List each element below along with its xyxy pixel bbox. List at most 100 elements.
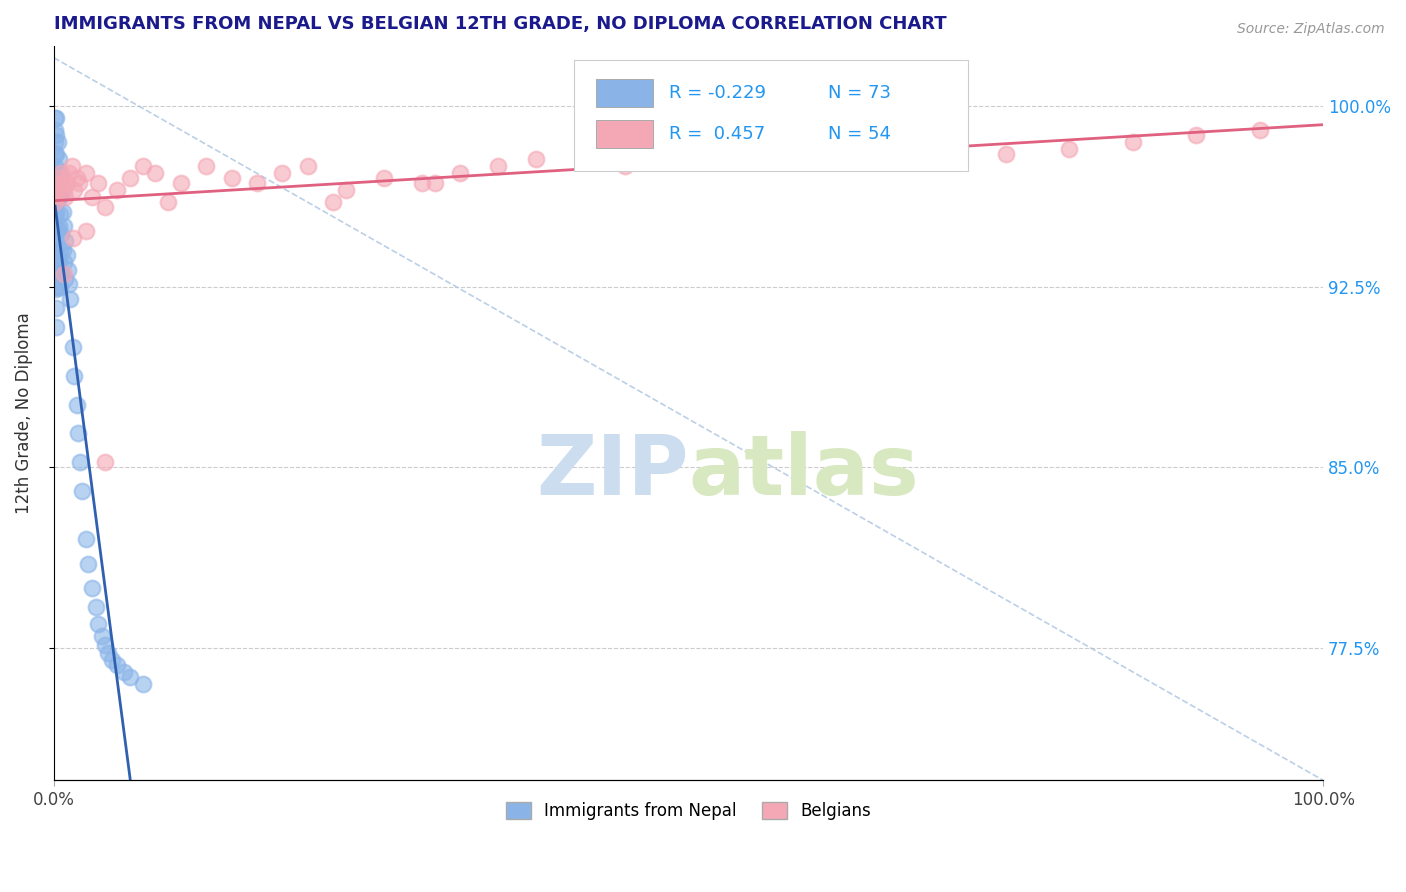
Point — [44, 183, 66, 197]
Point — [63, 368, 86, 383]
Point — [58, 166, 80, 180]
Point — [45, 166, 67, 180]
Point — [70, 484, 93, 499]
Point — [77, 557, 100, 571]
Point — [44, 207, 66, 221]
Point — [195, 159, 218, 173]
Point — [118, 171, 141, 186]
Point — [44, 123, 66, 137]
Point — [1122, 135, 1144, 149]
Point — [48, 178, 70, 193]
Point — [46, 164, 69, 178]
Point — [62, 231, 84, 245]
Legend: Immigrants from Nepal, Belgians: Immigrants from Nepal, Belgians — [499, 796, 877, 827]
FancyBboxPatch shape — [596, 120, 652, 148]
Point — [994, 147, 1017, 161]
Point — [45, 282, 67, 296]
Point — [486, 159, 509, 173]
Point — [44, 231, 66, 245]
Point — [87, 176, 110, 190]
Point — [44, 147, 66, 161]
Text: N = 73: N = 73 — [828, 85, 891, 103]
Point — [48, 152, 70, 166]
Point — [53, 183, 76, 197]
Point — [53, 255, 76, 269]
Point — [157, 195, 180, 210]
Point — [48, 186, 70, 200]
Point — [51, 166, 73, 180]
Point — [868, 142, 890, 156]
Point — [56, 262, 79, 277]
Point — [246, 176, 269, 190]
Point — [44, 279, 66, 293]
Point — [46, 183, 69, 197]
Point — [423, 176, 446, 190]
Point — [49, 207, 72, 221]
Point — [80, 190, 103, 204]
Point — [97, 646, 120, 660]
Point — [118, 670, 141, 684]
Point — [271, 166, 294, 180]
Point — [51, 188, 73, 202]
Text: ZIP: ZIP — [536, 431, 689, 512]
Point — [46, 135, 69, 149]
Point — [48, 253, 70, 268]
Point — [87, 616, 110, 631]
Point — [44, 255, 66, 269]
Point — [105, 657, 128, 672]
Point — [93, 455, 115, 469]
Point — [53, 272, 76, 286]
Point — [51, 265, 73, 279]
Y-axis label: 12th Grade, No Diploma: 12th Grade, No Diploma — [15, 312, 32, 514]
Point — [66, 426, 89, 441]
Point — [63, 183, 86, 197]
Point — [66, 171, 89, 186]
Point — [75, 166, 97, 180]
Point — [221, 171, 243, 186]
Point — [45, 128, 67, 142]
Text: atlas: atlas — [689, 431, 920, 512]
Point — [614, 159, 637, 173]
Point — [44, 159, 66, 173]
Point — [44, 195, 66, 210]
Point — [80, 581, 103, 595]
Point — [53, 234, 76, 248]
Point — [44, 244, 66, 258]
Point — [131, 159, 153, 173]
Point — [51, 227, 73, 241]
Point — [45, 262, 67, 277]
Point — [45, 190, 67, 204]
Text: N = 54: N = 54 — [828, 125, 891, 143]
Point — [45, 147, 67, 161]
Point — [105, 183, 128, 197]
Point — [59, 292, 82, 306]
Point — [52, 244, 75, 258]
Point — [48, 219, 70, 234]
Point — [322, 195, 344, 210]
Point — [53, 219, 76, 234]
Point — [62, 340, 84, 354]
Point — [75, 533, 97, 547]
Point — [741, 142, 763, 156]
Point — [52, 205, 75, 219]
Point — [411, 176, 433, 190]
Point — [46, 221, 69, 235]
Point — [44, 135, 66, 149]
Point — [46, 279, 69, 293]
Point — [931, 152, 953, 166]
Point — [1059, 142, 1081, 156]
Point — [45, 186, 67, 200]
Point — [52, 176, 75, 190]
Point — [49, 244, 72, 258]
Point — [45, 224, 67, 238]
Point — [297, 159, 319, 173]
Point — [45, 111, 67, 125]
Point — [91, 629, 114, 643]
Point — [101, 653, 124, 667]
Point — [131, 677, 153, 691]
Text: Source: ZipAtlas.com: Source: ZipAtlas.com — [1237, 22, 1385, 37]
Point — [49, 171, 72, 186]
Point — [49, 279, 72, 293]
Point — [335, 183, 357, 197]
Point — [145, 166, 167, 180]
